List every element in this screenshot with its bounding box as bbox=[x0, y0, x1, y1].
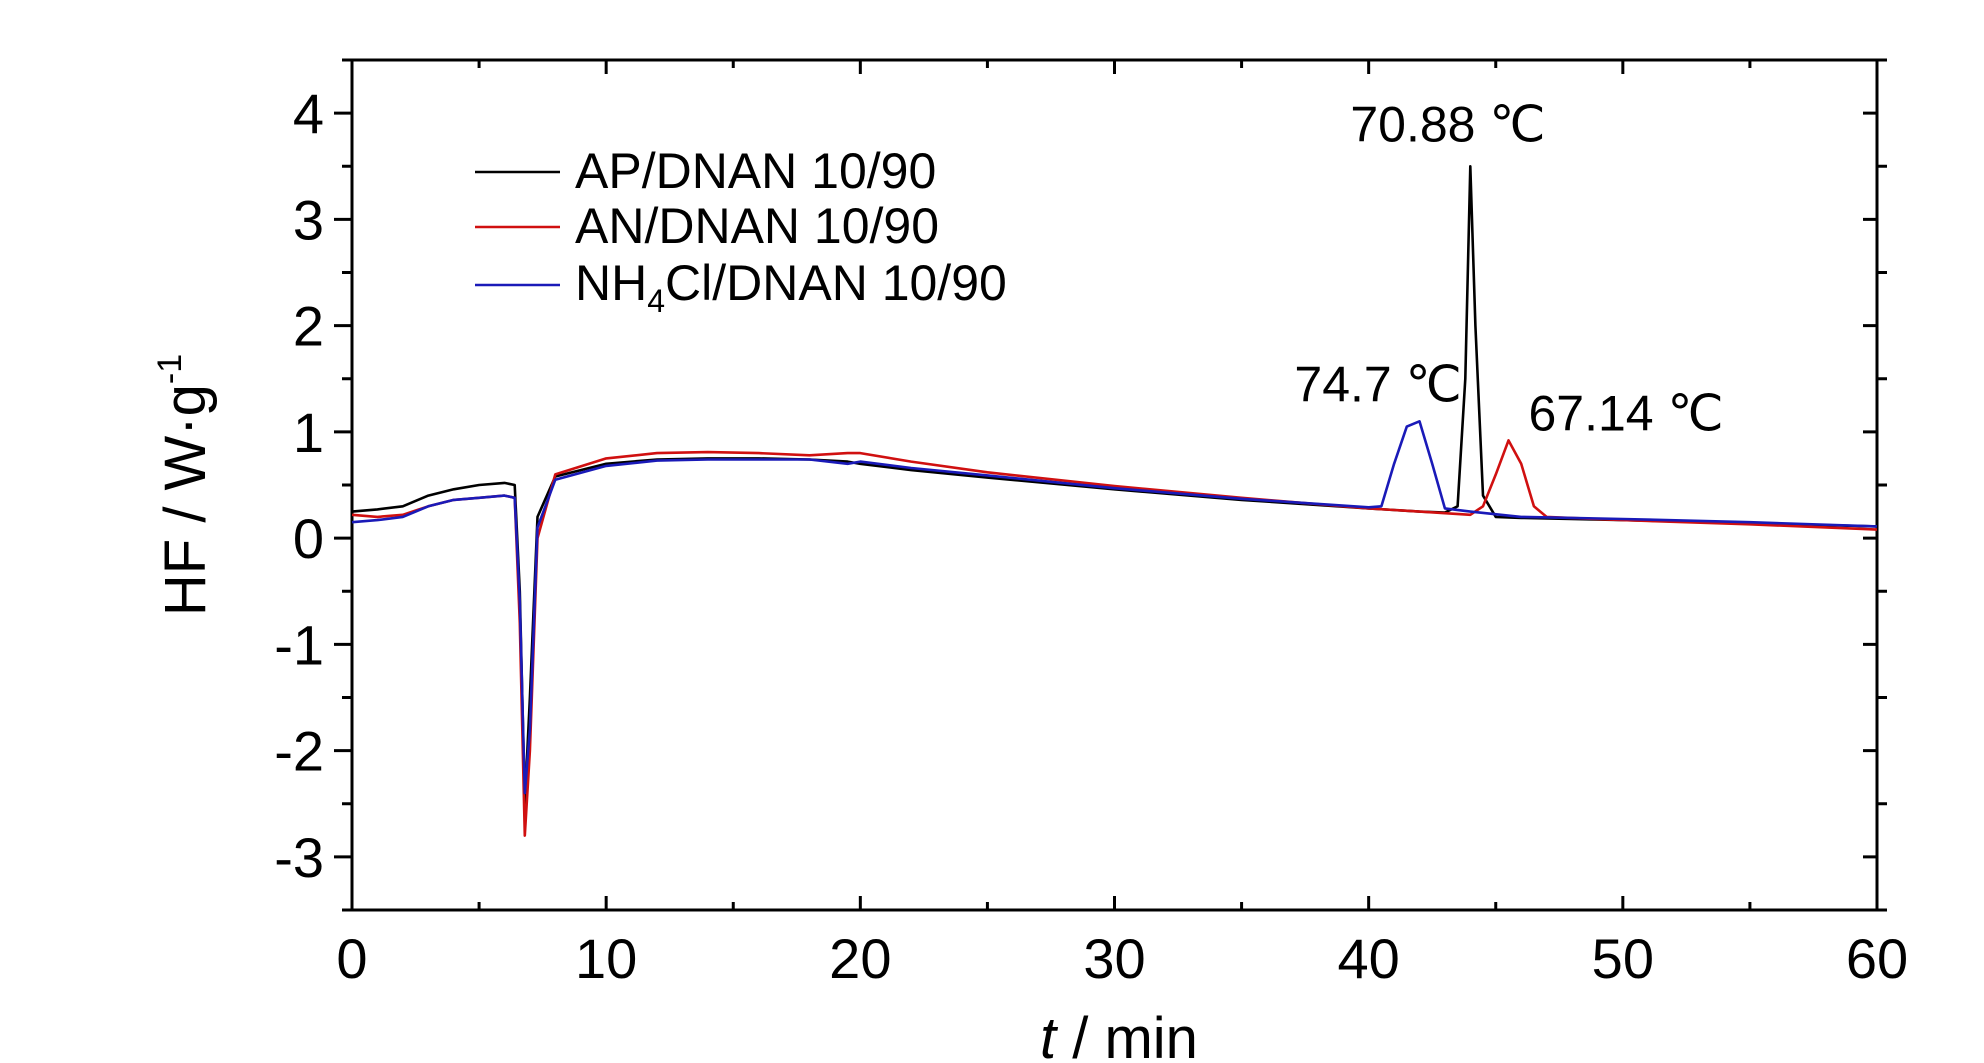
y-tick-label: -2 bbox=[274, 720, 324, 783]
y-tick-label: 1 bbox=[293, 401, 324, 464]
series-nh4cl-dnan-line bbox=[351, 420, 1878, 795]
x-tick-label: 60 bbox=[1846, 927, 1908, 990]
axis-ticks bbox=[334, 58, 1887, 912]
svg-text:HF / W·g-1: HF / W·g-1 bbox=[151, 354, 218, 616]
y-tick-label: 3 bbox=[293, 188, 324, 251]
x-tick-label: 0 bbox=[336, 927, 367, 990]
legend-label-nh4cl: NH4Cl/DNAN 10/90 bbox=[575, 255, 1007, 319]
annotation-layer: 70.88 ℃ 74.7 ℃ 67.14 ℃ bbox=[1294, 96, 1723, 441]
x-tick-label: 10 bbox=[575, 927, 637, 990]
series-an-dnan-line bbox=[351, 439, 1878, 837]
x-tick-label: 50 bbox=[1592, 927, 1654, 990]
legend-label-an: AN/DNAN 10/90 bbox=[575, 198, 939, 254]
y-tick-label: 2 bbox=[293, 295, 324, 358]
peak-annotation: 74.7 ℃ bbox=[1294, 356, 1461, 412]
y-axis-title: HF / W·g-1 bbox=[151, 354, 218, 616]
x-axis-title: t / min bbox=[1040, 1006, 1198, 1063]
svg-text:t / min: t / min bbox=[1040, 1006, 1198, 1063]
x-tick-label: 20 bbox=[829, 927, 891, 990]
peak-annotation: 67.14 ℃ bbox=[1528, 385, 1723, 441]
legend-label-ap: AP/DNAN 10/90 bbox=[575, 143, 936, 199]
tick-labels: 0 10 20 30 40 50 60 -3 -2 -1 0 1 2 3 4 bbox=[274, 82, 1908, 990]
peak-annotation: 70.88 ℃ bbox=[1350, 96, 1545, 152]
y-tick-label: 0 bbox=[293, 507, 324, 570]
y-tick-label: 4 bbox=[293, 82, 324, 145]
x-tick-label: 30 bbox=[1083, 927, 1145, 990]
x-tick-label: 40 bbox=[1338, 927, 1400, 990]
series-layer bbox=[351, 165, 1878, 837]
y-tick-label: -1 bbox=[274, 613, 324, 676]
y-tick-label: -3 bbox=[274, 826, 324, 889]
series-ap-dnan-line bbox=[351, 165, 1878, 806]
legend: AP/DNAN 10/90 AN/DNAN 10/90 NH4Cl/DNAN 1… bbox=[475, 143, 1007, 319]
